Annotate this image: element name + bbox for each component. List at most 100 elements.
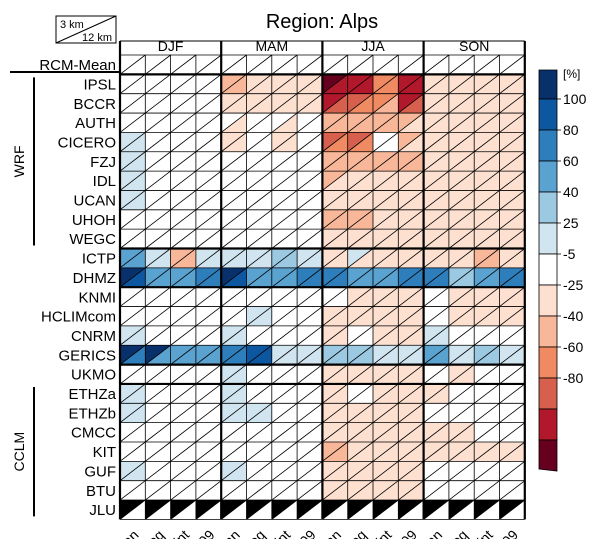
cell-diagonal [195, 441, 222, 462]
cell-diagonal [398, 170, 424, 191]
cell-diagonal [296, 286, 323, 307]
cell-diagonal [246, 209, 273, 230]
cell-diagonal [372, 74, 399, 95]
cell-diagonal [220, 344, 247, 365]
cell-diagonal [119, 344, 146, 365]
cell-diagonal [145, 402, 171, 423]
cell-diagonal [246, 441, 273, 462]
cell-diagonal [473, 286, 500, 307]
row-label: GERICS [58, 347, 116, 364]
cell-diagonal [398, 499, 424, 520]
row-label: WEGC [69, 231, 116, 248]
cell-diagonal [347, 267, 374, 288]
cell-diagonal [220, 209, 247, 230]
cell-diagonal [220, 325, 247, 346]
cell-diagonal [170, 132, 197, 153]
colorbar-tick-label: -25 [563, 277, 583, 293]
cell-diagonal [195, 461, 222, 482]
cell-diagonal [448, 306, 475, 327]
cell-diagonal [448, 461, 475, 482]
cell-diagonal [119, 383, 146, 404]
cell-diagonal [271, 132, 298, 153]
cell-diagonal [372, 325, 399, 346]
cell-diagonal [195, 190, 222, 211]
cell-diagonal [423, 267, 450, 288]
cell-diagonal [246, 402, 273, 423]
cell-diagonal [220, 170, 247, 191]
cell-diagonal [398, 286, 424, 307]
cell-diagonal [119, 480, 146, 501]
cell-diagonal [423, 112, 450, 133]
cell-diagonal [347, 441, 374, 462]
cell-diagonal [296, 209, 323, 230]
cell-diagonal [372, 461, 399, 482]
cell-diagonal [398, 306, 424, 327]
colorbar-tick-label: -5 [563, 246, 576, 262]
cell-diagonal [423, 499, 450, 520]
cell-diagonal [448, 151, 475, 172]
cell-diagonal [322, 402, 348, 423]
cell-diagonal [423, 132, 450, 153]
cell-diagonal [423, 170, 450, 191]
colorbar-segment [538, 69, 558, 100]
cell-diagonal [220, 499, 247, 520]
metric-label: freq [240, 527, 268, 539]
cell-diagonal [499, 344, 526, 365]
cell-diagonal [296, 461, 323, 482]
cell-diagonal [473, 93, 500, 114]
cell-diagonal [372, 248, 399, 269]
colorbar-tick-label: 40 [563, 184, 579, 200]
row-label: DHMZ [73, 270, 116, 287]
cell-diagonal [170, 325, 197, 346]
cell-diagonal [220, 480, 247, 501]
cell-diagonal [398, 325, 424, 346]
cell-diagonal [322, 286, 348, 307]
cell-diagonal [119, 112, 146, 133]
cell-diagonal [271, 209, 298, 230]
cell-diagonal [499, 54, 526, 75]
cell-diagonal [448, 248, 475, 269]
cell-diagonal [170, 402, 197, 423]
cell-diagonal [145, 267, 171, 288]
cell-diagonal [246, 267, 273, 288]
cell-diagonal [423, 422, 450, 443]
colorbar-tick-label: -40 [563, 308, 583, 324]
cell-diagonal [322, 209, 348, 230]
cell-diagonal [145, 325, 171, 346]
cell-diagonal [296, 170, 323, 191]
row-label: HCLIMcom [41, 309, 116, 326]
cell-diagonal [246, 286, 273, 307]
cell-diagonal [220, 74, 247, 95]
group-label: WRF [11, 145, 27, 177]
cell-diagonal [119, 74, 146, 95]
colorbar-segment [538, 191, 558, 224]
cell-diagonal [246, 344, 273, 365]
cell-diagonal [499, 74, 526, 95]
cell-diagonal [423, 190, 450, 211]
cell-diagonal [423, 402, 450, 423]
cell-diagonal [145, 209, 171, 230]
cell-diagonal [246, 325, 273, 346]
cell-diagonal [448, 402, 475, 423]
cell-diagonal [372, 422, 399, 443]
cell-diagonal [347, 402, 374, 423]
cell-diagonal [473, 190, 500, 211]
cell-diagonal [145, 74, 171, 95]
cell-diagonal [195, 248, 222, 269]
row-label: IDL [93, 173, 116, 190]
row-label: UCAN [73, 193, 116, 210]
cell-diagonal [347, 54, 374, 75]
cell-diagonal [372, 402, 399, 423]
cell-diagonal [170, 54, 197, 75]
colorbar-segment [538, 98, 558, 131]
cell-diagonal [271, 364, 298, 385]
season-labels: DJF MAM JJA SON [158, 38, 490, 54]
cell-diagonal [271, 422, 298, 443]
cell-diagonal [372, 170, 399, 191]
cell-diagonal [499, 325, 526, 346]
cell-diagonal [347, 480, 374, 501]
colorbar-segment [538, 160, 558, 193]
cell-diagonal [473, 383, 500, 404]
